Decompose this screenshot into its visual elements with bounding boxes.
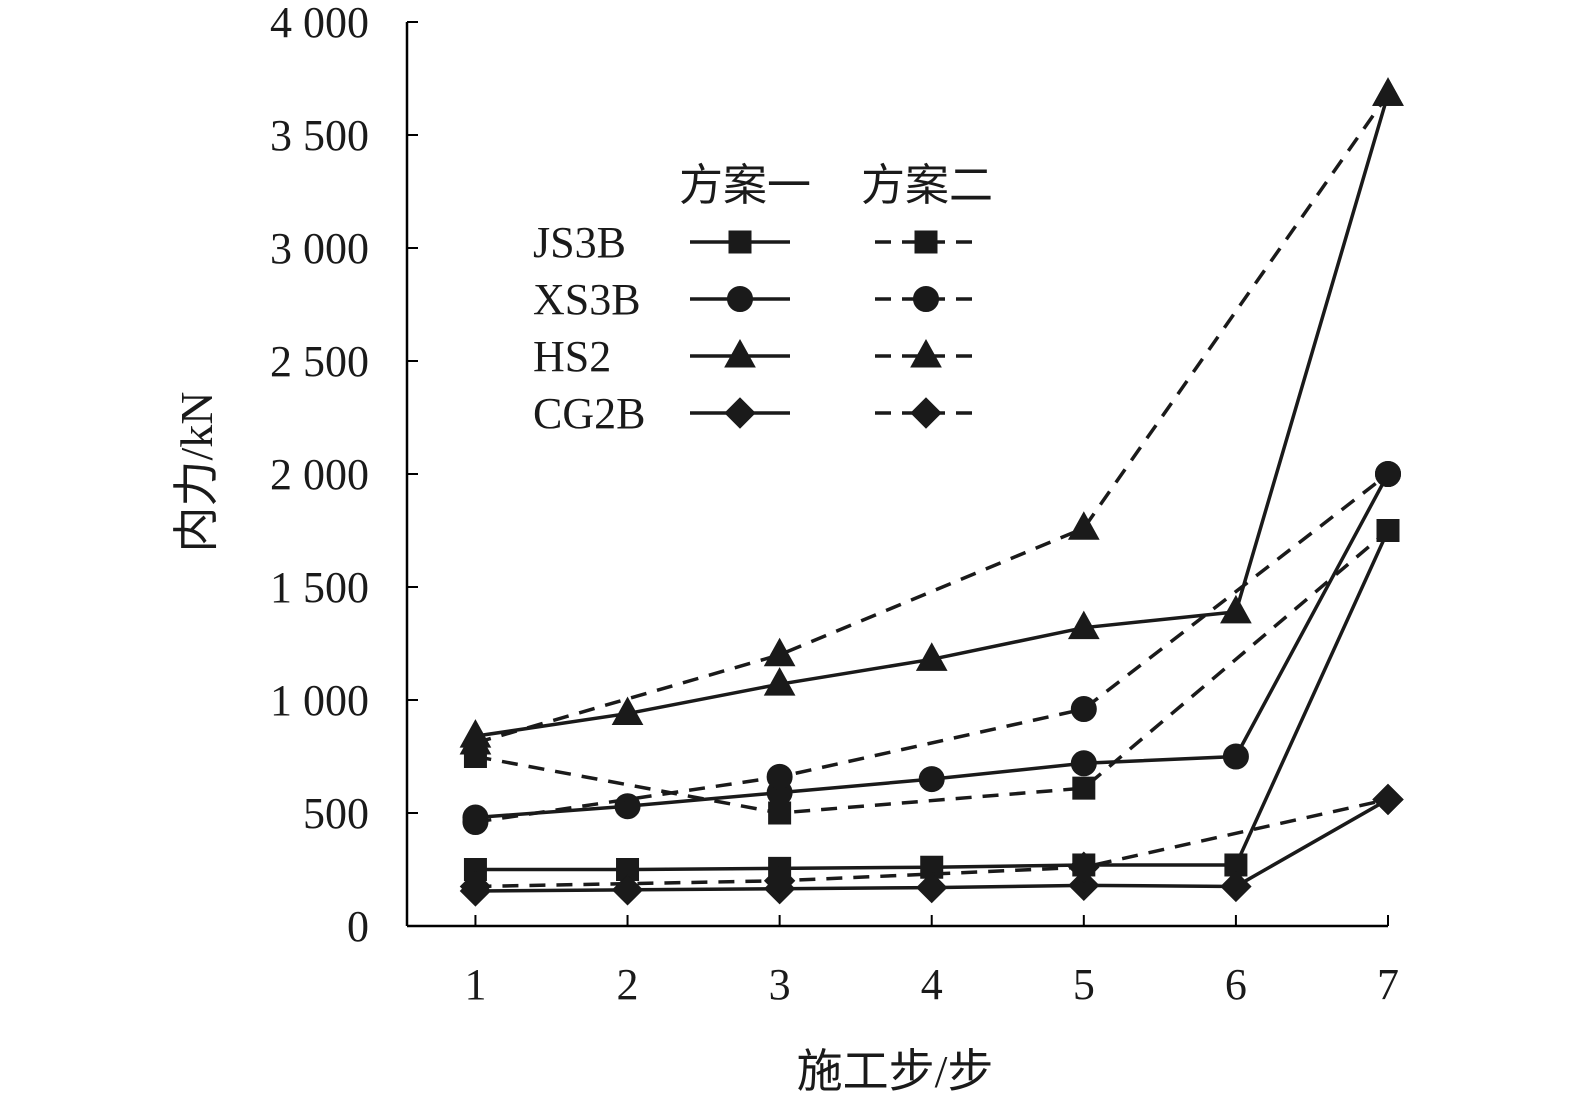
legend-marker-dashed [910, 338, 942, 368]
series-xs3b-dashed [462, 461, 1401, 836]
y-tick-label: 2 000 [270, 450, 369, 499]
x-tick-label: 3 [769, 960, 791, 1009]
y-tick-label: 2 500 [270, 337, 369, 386]
data-point-hs2-solid [611, 696, 644, 726]
legend-header-scheme-2: 方案二 [861, 161, 993, 210]
y-tick-label: 4 000 [270, 0, 369, 47]
x-tick-label: 5 [1073, 960, 1095, 1009]
x-tick-label: 7 [1377, 960, 1399, 1009]
y-tick-label: 3 000 [270, 224, 369, 273]
legend-label-xs3b: XS3B [533, 275, 641, 324]
y-tick-label: 0 [347, 902, 369, 951]
series-line-js3b-dashed [475, 529, 1390, 815]
x-axis-title: 施工步/步 [797, 1046, 994, 1097]
series-hs2-dashed [459, 77, 1404, 755]
data-point-cg2b-solid [1220, 870, 1252, 903]
data-point-cg2b-dashed [1068, 851, 1100, 883]
data-point-hs2-solid [1220, 594, 1252, 624]
series-cg2b-solid [459, 783, 1404, 907]
series-xs3b-solid [462, 461, 1401, 831]
data-point-xs3b-solid [918, 766, 945, 793]
series-js3b-dashed [463, 519, 1400, 825]
data-point-cg2b-dashed [459, 870, 492, 903]
data-point-xs3b-solid [1070, 750, 1097, 777]
data-point-cg2b-solid [916, 871, 948, 904]
legend-marker-solid [724, 338, 756, 368]
data-point-xs3b-solid [1222, 743, 1249, 770]
legend-marker-solid [727, 286, 753, 312]
x-tick-label: 6 [1225, 960, 1247, 1009]
legend-label-cg2b: CG2B [533, 389, 645, 438]
legend-header-scheme-1: 方案一 [679, 161, 811, 210]
y-axis-title: 内力/kN [171, 392, 222, 553]
data-point-js3b-dashed [1376, 519, 1400, 542]
data-point-js3b-dashed [768, 801, 792, 825]
data-point-hs2-solid [763, 667, 796, 696]
series-line-xs3b-dashed [475, 472, 1390, 824]
legend-marker-dashed [910, 397, 942, 429]
data-point-xs3b-dashed [766, 763, 793, 790]
y-tick-label: 1 500 [270, 563, 369, 612]
series-line-js3b-solid [475, 529, 1390, 872]
x-tick-label: 4 [921, 960, 943, 1009]
data-point-xs3b-dashed [462, 809, 489, 836]
y-tick-label: 1 000 [270, 676, 369, 725]
data-point-cg2b-dashed [763, 865, 796, 897]
y-tick-label: 500 [303, 789, 369, 838]
series-cg2b-dashed [459, 783, 1404, 903]
data-point-js3b-dashed [1072, 776, 1096, 800]
legend-marker-dashed [914, 230, 938, 254]
data-point-hs2-solid [915, 642, 948, 671]
data-point-cg2b-dashed [1372, 783, 1404, 816]
legend-label-hs2: HS2 [533, 332, 611, 381]
x-tick-label: 2 [617, 960, 639, 1009]
x-tick-label: 1 [464, 960, 486, 1009]
legend: 方案一 方案二 JS3B XS3B HS2 CG2B [533, 161, 993, 438]
data-point-hs2-dashed [763, 637, 796, 667]
legend-marker-solid [728, 230, 752, 254]
y-tick-label: 3 500 [270, 111, 369, 160]
series-layer [459, 77, 1404, 907]
axes: 0 500 1 000 1 500 2 000 2 500 3 000 3 500 4 000 1… [270, 0, 1399, 1009]
legend-label-js3b: JS3B [533, 218, 626, 267]
data-point-hs2-dashed [459, 725, 492, 755]
data-point-xs3b-dashed [1375, 461, 1401, 487]
series-line-cg2b-dashed [475, 797, 1389, 889]
legend-marker-dashed [913, 286, 939, 312]
data-point-hs2-solid [1067, 610, 1100, 640]
data-point-cg2b-solid [1068, 869, 1100, 902]
data-point-hs2-dashed [1372, 77, 1404, 106]
data-point-hs2-dashed [1067, 511, 1100, 540]
legend-marker-solid [724, 397, 756, 429]
data-point-xs3b-dashed [1070, 696, 1097, 723]
